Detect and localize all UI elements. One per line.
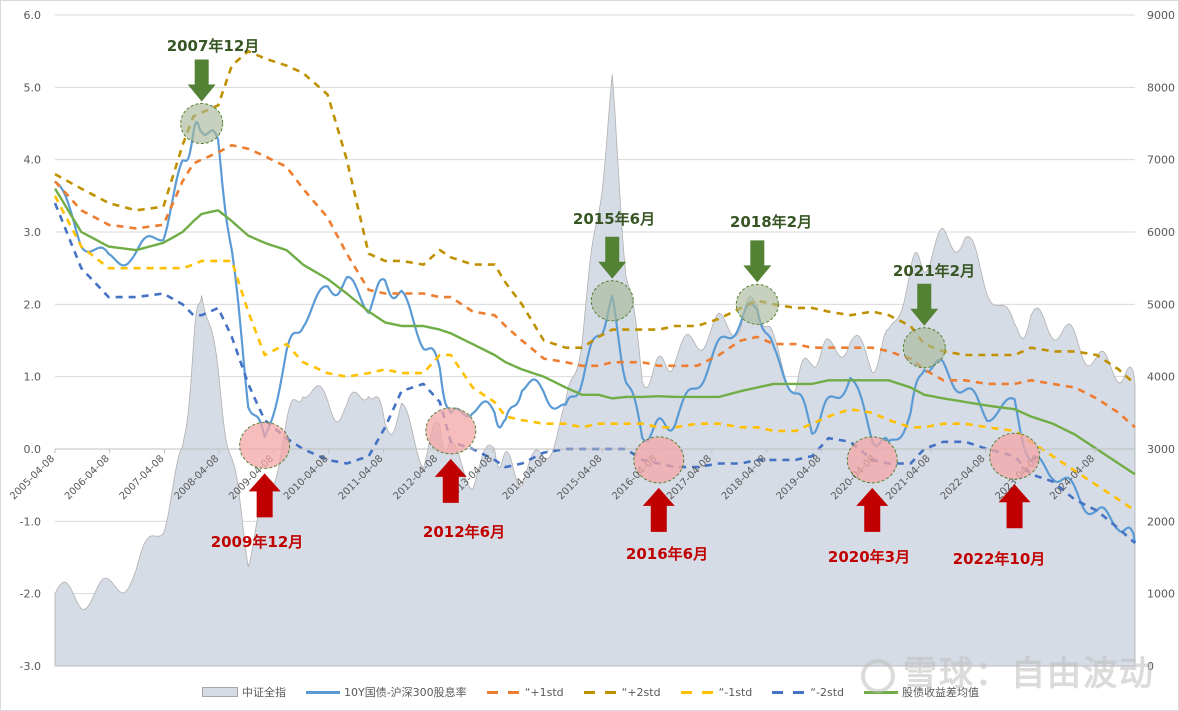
legend-swatch-icon — [306, 690, 340, 694]
bottom-annotation-label: 2020年3月 — [828, 548, 910, 566]
legend-label: 10Y国债-沪深300股息率 — [344, 686, 467, 699]
top-annotation-label: 2018年2月 — [730, 213, 812, 231]
right-axis-tick: 8000 — [1147, 81, 1175, 94]
top-annotation-label: 2007年12月 — [167, 37, 260, 55]
down-arrow-icon — [598, 236, 627, 279]
bottom-marker-circle — [633, 436, 685, 484]
legend-label: “-1std — [718, 685, 753, 699]
x-axis-tick: 2007-04-08 — [118, 453, 167, 502]
axes: 6.0 5.0 4.0 3.0 2.0 1.0 0.0 -1.0 -2.0 -3.0 9000 800… — [20, 9, 1175, 673]
right-axis-tick: 3000 — [1147, 443, 1175, 456]
up-arrow-icon — [856, 487, 889, 532]
legend-item: “+2std — [583, 685, 661, 699]
line-series — [53, 195, 1136, 512]
watermark-text: 雪球：自由波动 — [903, 654, 1155, 694]
legend-item: “-2std — [772, 686, 844, 699]
up-arrow-icon — [642, 487, 675, 532]
up-arrow-icon — [434, 458, 467, 503]
area-series — [54, 74, 1136, 667]
bottom-marker-circle — [239, 421, 291, 469]
legend: 中证全指 10Y国债-沪深300股息率 “+1std “+2std “-1std “-2s… — [1, 683, 1179, 701]
top-marker-circle — [590, 280, 634, 322]
down-arrow-icon — [910, 283, 939, 326]
bottom-annotation-label: 2009年12月 — [211, 533, 304, 551]
right-axis-tick: 1000 — [1147, 588, 1175, 601]
left-axis-tick: -3.0 — [20, 660, 41, 673]
x-axis-tick: 2006-04-08 — [63, 453, 112, 502]
legend-swatch-icon — [680, 690, 715, 694]
top-annotation-label: 2015年6月 — [573, 210, 655, 228]
top-marker-circle — [902, 327, 946, 369]
right-axis-tick: 9000 — [1147, 9, 1175, 22]
line-series — [53, 202, 1136, 544]
left-axis-tick: 4.0 — [24, 154, 42, 167]
right-axis-tick: 6000 — [1147, 226, 1175, 239]
right-axis-tick: 4000 — [1147, 371, 1175, 384]
legend-item: “+1std — [486, 685, 564, 699]
left-axis-tick: 6.0 — [24, 9, 42, 22]
legend-swatch-icon — [583, 690, 618, 694]
legend-swatch-icon — [486, 690, 521, 694]
up-arrow-icon — [998, 484, 1031, 529]
legend-label: 股债收益差均值 — [902, 686, 979, 699]
legend-swatch-icon — [202, 687, 238, 697]
annotations: 2007年12月 2015年6月 2018年2月 2021年2月 2009年12月 201… — [167, 37, 1046, 568]
legend-item: “-1std — [680, 685, 753, 699]
bottom-marker-circle — [425, 407, 477, 455]
line-series — [53, 187, 1136, 476]
left-axis-tick: 0.0 — [24, 443, 42, 456]
left-axis-tick: 5.0 — [24, 81, 42, 94]
down-arrow-icon — [187, 59, 216, 102]
right-axis-tick: 0 — [1147, 660, 1154, 673]
bottom-marker-circle — [989, 432, 1041, 480]
snowball-logo-icon — [861, 658, 895, 693]
legend-swatch-icon — [772, 690, 807, 694]
legend-label: “+1std — [524, 685, 564, 699]
right-axis-tick: 2000 — [1147, 515, 1175, 528]
legend-label: 中证全指 — [242, 686, 286, 699]
bottom-annotation-label: 2012年6月 — [423, 523, 505, 541]
right-axis-tick: 7000 — [1147, 154, 1175, 167]
left-axis-tick: -2.0 — [20, 588, 41, 601]
top-marker-circle — [180, 103, 224, 144]
top-marker-circle — [735, 283, 779, 325]
legend-item: 10Y国债-沪深300股息率 — [306, 684, 467, 700]
bottom-annotation-label: 2016年6月 — [626, 545, 708, 563]
left-axis-tick: 2.0 — [24, 298, 42, 311]
plot-area: 6.0 5.0 4.0 3.0 2.0 1.0 0.0 -1.0 -2.0 -3.0 9000 800… — [8, 9, 1175, 673]
x-axis-tick: 2005-04-08 — [8, 453, 57, 502]
legend-item: 中证全指 — [202, 684, 286, 700]
legend-label: “+2std — [621, 685, 661, 699]
watermark: 雪球：自由波动 — [861, 646, 1155, 695]
series-area-csi-all-share — [54, 74, 1136, 667]
left-axis-tick: 1.0 — [24, 371, 42, 384]
legend-label: “-2std — [810, 685, 844, 699]
down-arrow-icon — [743, 240, 772, 283]
top-annotation-label: 2021年2月 — [893, 262, 975, 280]
left-axis-tick: -1.0 — [20, 515, 41, 528]
right-axis-tick: 5000 — [1147, 298, 1175, 311]
bottom-annotation-label: 2022年10月 — [953, 550, 1046, 568]
bottom-marker-circle — [846, 436, 898, 484]
left-axis-tick: 3.0 — [24, 226, 42, 239]
